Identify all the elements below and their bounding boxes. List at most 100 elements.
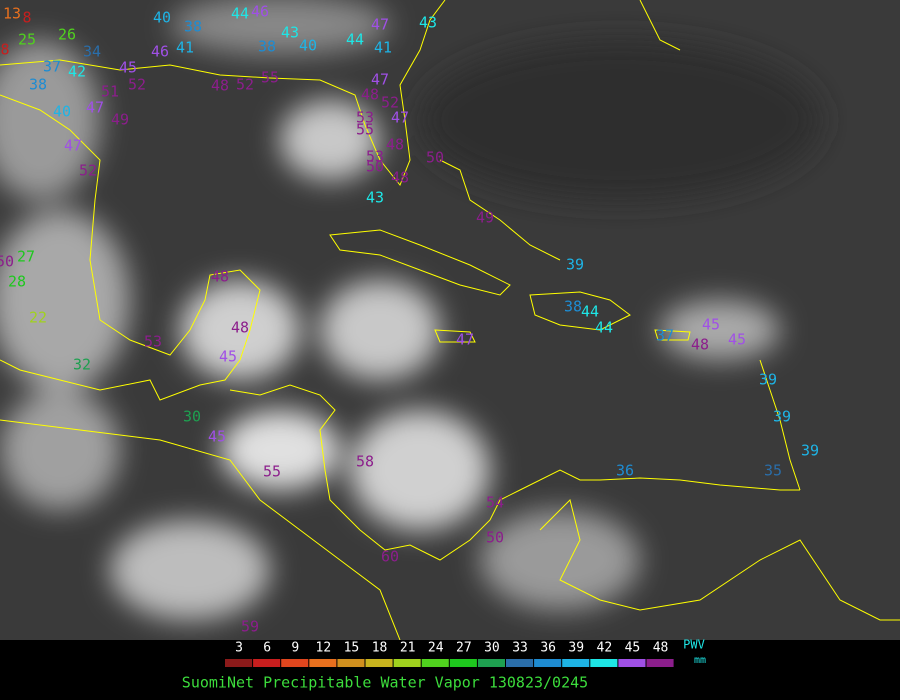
station-value: 46: [251, 3, 269, 21]
station-value: 40: [53, 103, 71, 121]
station-value: 46: [151, 43, 169, 61]
station-value: 50: [0, 253, 14, 271]
coastlines: [0, 0, 900, 641]
station-value: 47: [86, 99, 104, 117]
station-value: 53: [366, 148, 384, 166]
colorbar-tick-label: 15: [344, 641, 360, 656]
station-value: 43: [419, 14, 437, 32]
station-value: 39: [773, 408, 791, 426]
station-value: 40: [153, 9, 171, 27]
station-value: 8: [0, 41, 9, 59]
station-value: 47: [456, 331, 474, 349]
station-value: 38: [184, 18, 202, 36]
colorbar-tick-label: 27: [456, 641, 472, 656]
station-value: 44: [231, 5, 249, 23]
station-value: 42: [68, 63, 86, 81]
colorbar-tick-label: 36: [540, 641, 556, 656]
station-value: 47: [371, 16, 389, 34]
legend-panel: [0, 640, 900, 700]
colorbar-swatch: [562, 659, 590, 667]
colorbar-tick-label: 48: [653, 641, 669, 656]
station-value: 48: [361, 86, 379, 104]
colorbar-swatch: [449, 659, 477, 667]
station-value: 39: [566, 256, 584, 274]
station-value: 49: [111, 111, 129, 129]
colorbar: 3 6 9 12 15 18 21 24 27 30 33 36 39 42 45 48: [225, 641, 674, 667]
colorbar-tick-label: 9: [291, 641, 299, 656]
station-value: 55: [263, 463, 281, 481]
station-value: 49: [476, 209, 494, 227]
colorbar-tick-label: 18: [372, 641, 388, 656]
colorbar-swatch: [646, 659, 674, 667]
colorbar-swatch: [534, 659, 562, 667]
colorbar-swatch: [477, 659, 505, 667]
station-value: 45: [702, 316, 720, 334]
station-value: 59: [241, 618, 259, 636]
station-value: 48: [231, 319, 249, 337]
station-value: 58: [356, 453, 374, 471]
colorbar-swatch: [281, 659, 309, 667]
colorbar-tick-label: 12: [316, 641, 332, 656]
station-value: 51: [101, 83, 119, 101]
station-value: 37: [43, 58, 61, 76]
station-value: 48: [691, 336, 709, 354]
colorbar-swatch: [365, 659, 393, 667]
station-value: 8: [22, 9, 31, 27]
colorbar-swatch: [337, 659, 365, 667]
station-value: 13: [3, 5, 21, 23]
station-value: 28: [8, 273, 26, 291]
station-value: 52: [79, 162, 97, 180]
station-value: 39: [801, 442, 819, 460]
station-value: 34: [83, 43, 101, 61]
colorbar-swatch: [253, 659, 281, 667]
station-value: 32: [73, 356, 91, 374]
colorbar-swatch: [506, 659, 534, 667]
colorbar-tick-label: 6: [263, 641, 271, 656]
station-value: 26: [58, 26, 76, 44]
station-value: 50: [486, 529, 504, 547]
station-value: 48: [391, 169, 409, 187]
station-value: 48: [386, 136, 404, 154]
station-value: 45: [208, 428, 226, 446]
station-value: 41: [374, 39, 392, 57]
station-value: 44: [595, 319, 613, 337]
colorbar-tick-label: 33: [512, 641, 528, 656]
footer-title: SuomiNet Precipitable Water Vapor 130823…: [182, 674, 588, 692]
station-value: 25: [18, 31, 36, 49]
station-value: 53: [144, 333, 162, 351]
station-value: 50: [426, 149, 444, 167]
colorbar-swatch: [590, 659, 618, 667]
colorbar-tick-label: 30: [484, 641, 500, 656]
colorbar-tick-label: 45: [625, 641, 641, 656]
station-value: 60: [381, 548, 399, 566]
colorbar-tick-label: 21: [400, 641, 416, 656]
station-value: 52: [236, 76, 254, 94]
station-value: 38: [564, 298, 582, 316]
station-value: 35: [764, 462, 782, 480]
colorbar-swatch: [309, 659, 337, 667]
station-value: 22: [29, 309, 47, 327]
colorbar-swatch: [421, 659, 449, 667]
station-value: 45: [728, 331, 746, 349]
station-value: 47: [391, 109, 409, 127]
station-value: 27: [17, 248, 35, 266]
colorbar-tick-label: 3: [235, 641, 243, 656]
colorbar-tick-label: 42: [597, 641, 613, 656]
station-value: 55: [261, 69, 279, 87]
colorbar-tick-label: 24: [428, 641, 444, 656]
colorbar-swatch: [393, 659, 421, 667]
station-value: 43: [366, 189, 384, 207]
station-value: 38: [258, 38, 276, 56]
unit-top: PWV: [683, 638, 705, 652]
station-value: 47: [64, 137, 82, 155]
station-value: 30: [183, 408, 201, 426]
station-value: 47: [371, 71, 389, 89]
station-value: 54: [486, 494, 504, 512]
station-value: 44: [346, 31, 364, 49]
station-value: 38: [29, 76, 47, 94]
station-value: 41: [176, 39, 194, 57]
station-value: 52: [128, 76, 146, 94]
colorbar-swatch: [618, 659, 646, 667]
